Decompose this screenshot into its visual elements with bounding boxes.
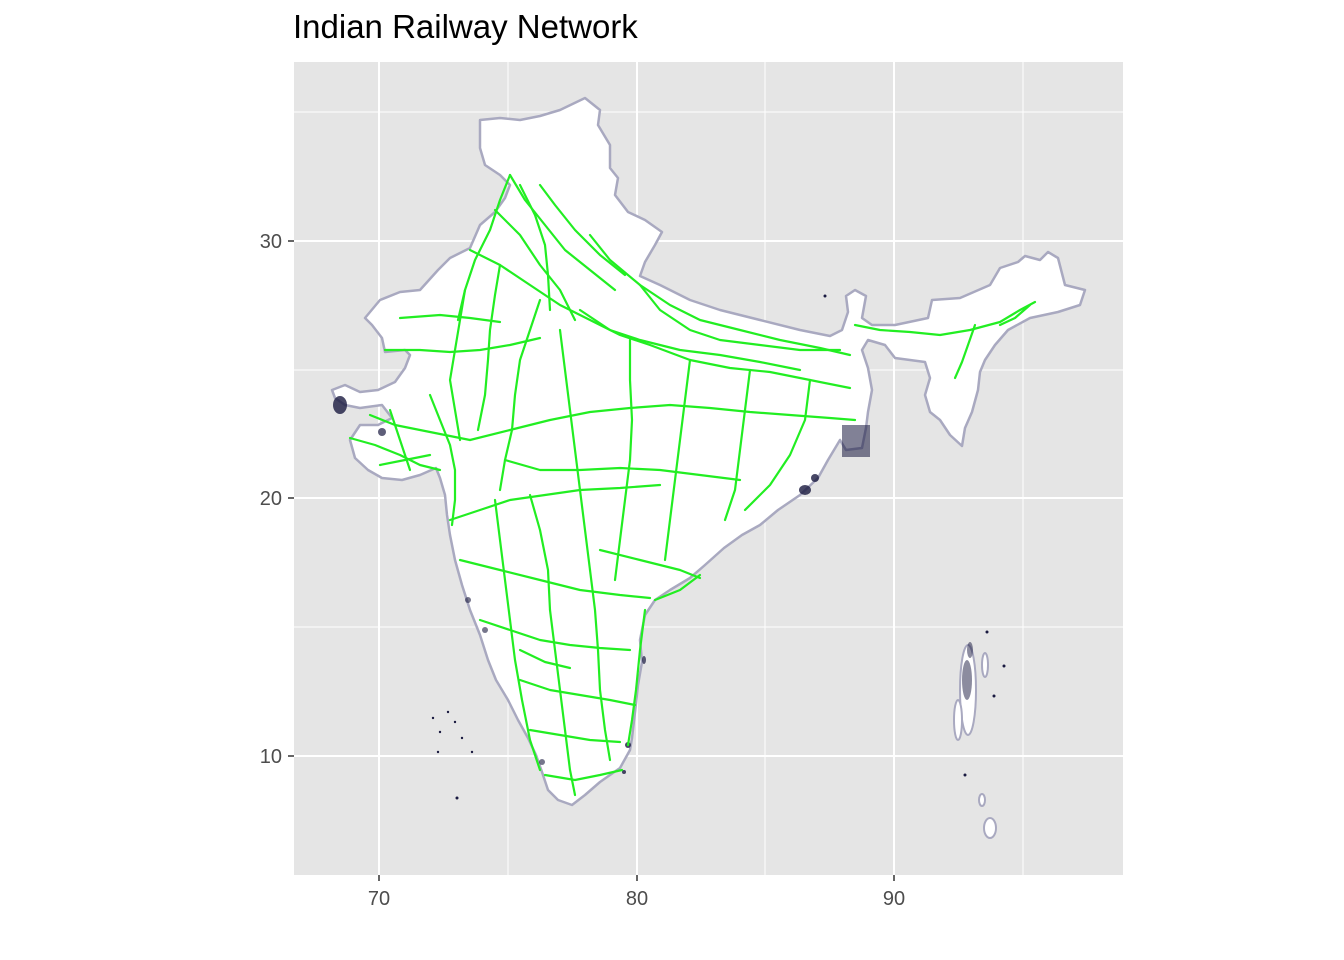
- y-tick-10: 10: [260, 746, 282, 768]
- axis-ticks: [288, 240, 895, 881]
- map-title: Indian Railway Network: [293, 8, 638, 45]
- x-tick-90: 90: [883, 888, 905, 910]
- y-tick-30: 30: [260, 231, 282, 253]
- x-tick-80: 80: [626, 888, 648, 910]
- y-tick-20: 20: [260, 488, 282, 510]
- india-boundary: [330, 96, 1087, 807]
- railway-network: [348, 173, 1037, 797]
- x-tick-70: 70: [368, 888, 390, 910]
- coastal-points: [333, 294, 1006, 800]
